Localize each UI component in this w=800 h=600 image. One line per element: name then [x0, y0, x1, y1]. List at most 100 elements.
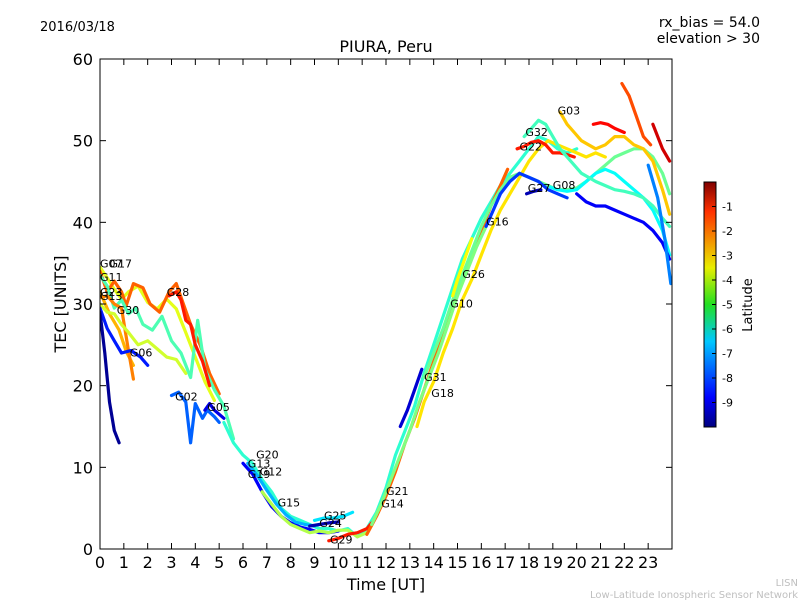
tec-series-g24 — [308, 520, 340, 528]
x-tick-label: 6 — [238, 553, 248, 572]
satellite-label: G12 — [260, 466, 283, 479]
date-label: 2016/03/18 — [40, 20, 115, 35]
x-tick-label: 1 — [119, 553, 129, 572]
satellite-label: G03 — [558, 105, 581, 118]
satellite-label: G32 — [525, 126, 548, 139]
satellite-label: G06 — [130, 346, 153, 359]
tec-series-g31 — [398, 367, 424, 429]
tec-series-g29 — [327, 521, 374, 543]
satellite-label: G10 — [450, 297, 473, 310]
chart-title: PIURA, Peru — [339, 37, 432, 56]
x-tick-label: 12 — [376, 553, 396, 572]
satellite-label: G27 — [528, 182, 551, 195]
tec-series-g16 — [484, 171, 569, 228]
tec-series-g30 — [100, 302, 188, 375]
satellite-label: G22 — [520, 141, 543, 154]
x-tick-label: 7 — [262, 553, 272, 572]
satellite-label: G14 — [381, 497, 404, 510]
x-tick-label: 18 — [519, 553, 539, 572]
x-tick-label: 2 — [143, 553, 153, 572]
satellite-label: G13 — [100, 290, 123, 303]
x-axis: 0 1 2 3 4 5 6 7 8 9 10 11 12 13 14 15 16 17 18 19 20 21 22 23 — [95, 59, 658, 572]
tec-series-g27 — [525, 188, 543, 196]
satellite-label: G11 — [100, 271, 123, 284]
colorbar-tick-label: -8 — [722, 372, 733, 385]
x-tick-label: 9 — [309, 553, 319, 572]
tec-series-gs1 — [100, 310, 121, 445]
tec-series-g14 — [370, 224, 488, 527]
colorbar-tick-label: -7 — [722, 348, 733, 361]
x-tick-label: 3 — [166, 553, 176, 572]
y-tick-label: 10 — [73, 458, 93, 477]
y-tick-label: 50 — [73, 132, 93, 151]
satellite-label: G13 — [248, 457, 271, 470]
satellite-label: G21 — [386, 485, 409, 498]
satellite-label: G30 — [117, 304, 140, 317]
y-tick-label: 30 — [73, 295, 93, 314]
tec-series-g18 — [415, 139, 607, 429]
tec-series-g02 — [169, 390, 221, 445]
x-tick-label: 4 — [190, 553, 200, 572]
y-tick-label: 40 — [73, 213, 93, 232]
tec-series-g28 — [167, 290, 212, 388]
x-tick-label: 8 — [286, 553, 296, 572]
tec-series-g25 — [312, 510, 355, 522]
x-tick-label: 0 — [95, 553, 105, 572]
satellite-label: G18 — [431, 387, 454, 400]
tec-series-g10 — [422, 147, 672, 380]
satellite-label: G25 — [324, 510, 347, 523]
colorbar-label: Latitude — [741, 278, 756, 332]
colorbar-tick-label: -6 — [722, 323, 733, 336]
tec-series-g12 — [246, 461, 317, 528]
y-tick-label: 0 — [83, 540, 93, 559]
rx-bias-label: rx_bias = 54.0 — [659, 15, 760, 31]
x-tick-label: 23 — [638, 553, 658, 572]
satellite-label: G02 — [175, 390, 198, 403]
colorbar-ticks: -1 -2 -3 -4 -5 -6 -7 -8 -9 — [712, 201, 733, 410]
elevation-label: elevation > 30 — [657, 31, 760, 47]
satellite-label: G15 — [278, 497, 301, 510]
tec-series-g06 — [100, 306, 150, 367]
tec-series-g08 — [548, 167, 672, 257]
satellite-label: G24 — [319, 517, 342, 530]
colorbar-tick-label: -4 — [722, 274, 733, 287]
x-tick-label: 15 — [447, 553, 467, 572]
tec-series-g32 — [522, 118, 672, 228]
y-axis: 0 10 20 30 40 50 60 — [73, 50, 672, 559]
satellite-label: G31 — [424, 371, 447, 384]
x-tick-label: 16 — [471, 553, 491, 572]
x-tick-label: 20 — [566, 553, 586, 572]
credit-short: LISN — [776, 578, 798, 589]
tec-series-g26 — [451, 237, 474, 298]
tec-series-g23 — [100, 294, 135, 381]
satellite-label: G08 — [553, 179, 576, 192]
satellite-label: G16 — [486, 216, 509, 229]
plot-frame — [99, 58, 673, 550]
tec-series-g34 — [646, 163, 672, 286]
x-tick-label: 21 — [590, 553, 610, 572]
tec-series-g33 — [651, 122, 672, 163]
x-tick-label: 19 — [543, 553, 563, 572]
colorbar-tick-label: -5 — [722, 299, 733, 312]
tec-series-g01 — [575, 192, 672, 261]
x-tick-label: 11 — [352, 553, 372, 572]
satellite-label: G07 — [100, 257, 123, 270]
tec-series-g15 — [260, 490, 369, 539]
credit-long: Low-Latitude Ionospheric Sensor Network — [590, 590, 798, 600]
x-tick-label: 5 — [214, 553, 224, 572]
satellite-label: G05 — [207, 401, 230, 414]
x-tick-label: 13 — [400, 553, 420, 572]
satellite-label: G19 — [248, 468, 271, 481]
x-tick-label: 14 — [423, 553, 443, 572]
series-layer — [100, 81, 672, 543]
colorbar-tick-label: -2 — [722, 225, 733, 238]
y-tick-label: 20 — [73, 377, 93, 396]
x-axis-label: Time [UT] — [346, 575, 425, 594]
colorbar-tick-label: -9 — [722, 397, 733, 410]
y-tick-label: 60 — [73, 50, 93, 69]
satellite-label: G29 — [330, 533, 353, 546]
satellite-label: G23 — [100, 286, 123, 299]
x-tick-label: 17 — [495, 553, 515, 572]
colorbar-tick-label: -1 — [722, 201, 733, 214]
